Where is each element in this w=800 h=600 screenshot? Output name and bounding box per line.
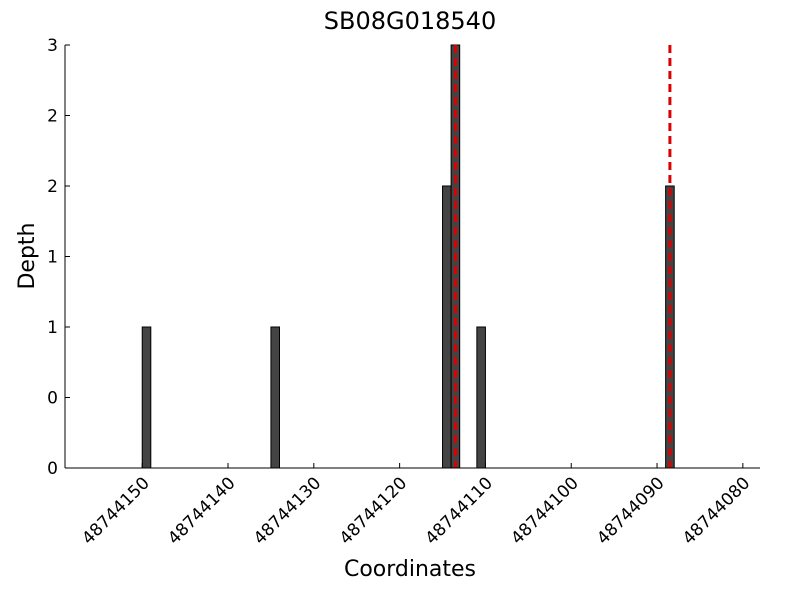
y-tick-label: 1	[47, 248, 58, 268]
y-tick-label: 1	[47, 318, 58, 338]
y-tick-label: 0	[47, 389, 58, 409]
chart-title: SB08G018540	[324, 7, 496, 35]
x-tick-label: 48744150	[78, 473, 153, 548]
y-tick-label: 3	[47, 36, 58, 56]
x-tick-label: 48744080	[679, 473, 754, 548]
x-tick-label: 48744140	[164, 473, 239, 548]
bar	[442, 185, 452, 469]
x-axis-label: Coordinates	[344, 557, 476, 582]
x-tick-label: 48744130	[250, 473, 325, 548]
y-axis-label: Depth	[15, 222, 40, 289]
x-tick-label: 48744100	[507, 473, 582, 548]
y-tick-label: 2	[47, 177, 58, 197]
bar	[270, 326, 281, 469]
bar	[141, 326, 152, 469]
x-tick-label: 48744090	[593, 473, 668, 548]
y-tick-label: 0	[47, 459, 58, 479]
y-tick-label: 2	[47, 107, 58, 127]
x-tick-label: 48744120	[336, 473, 411, 548]
bar	[476, 326, 486, 469]
x-tick-label: 48744110	[422, 473, 497, 548]
